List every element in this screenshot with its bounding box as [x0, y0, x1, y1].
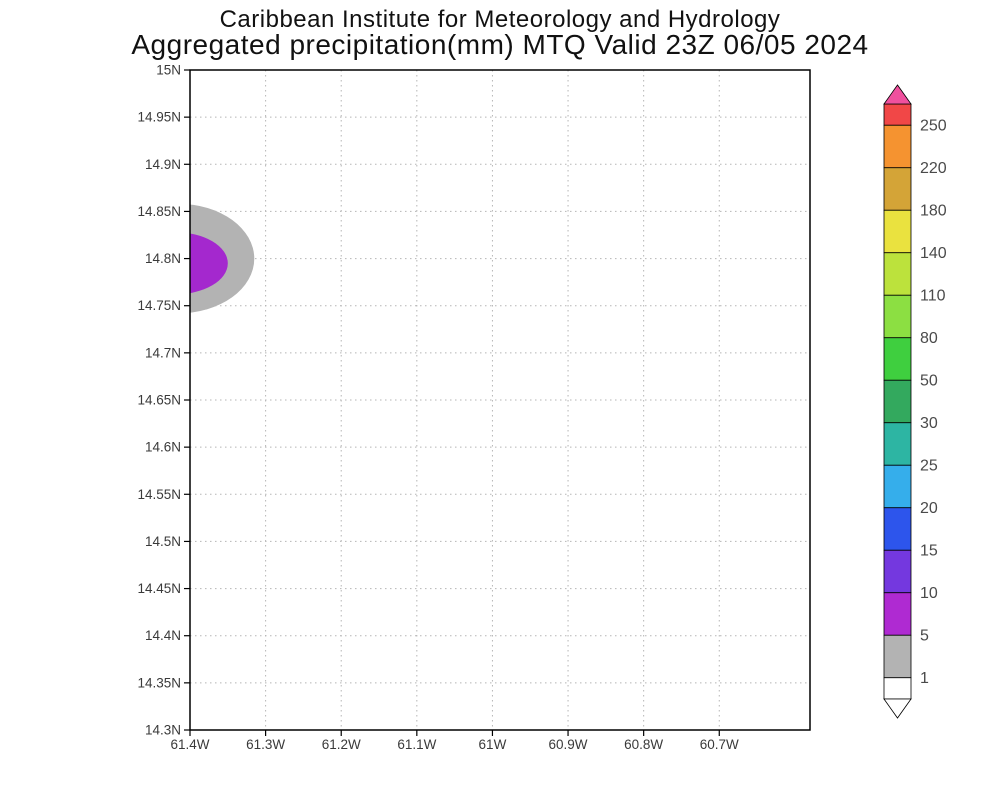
- colorbar: 250 220 180 140 110 80 50 30 25 20 15 10 5 1: [883, 84, 947, 719]
- axes: 15N 14.95N 14.9N 14.85N 14.8N 14.75N 14.7N 14.6…: [137, 63, 739, 753]
- y-tick-label: 14.65N: [137, 393, 181, 408]
- colorbar-segment: [883, 549, 912, 594]
- x-tick-label: 61.1W: [397, 737, 436, 752]
- colorbar-segment: [883, 592, 912, 636]
- y-tick-label: 14.7N: [145, 345, 181, 360]
- x-tick-label: 60.8W: [624, 737, 663, 752]
- colorbar-segment: [883, 209, 912, 254]
- colorbar-label: 25: [920, 457, 938, 474]
- colorbar-segment: [883, 634, 912, 679]
- y-tick-label: 14.6N: [145, 440, 181, 455]
- colorbar-label: 10: [920, 585, 938, 602]
- y-tick-label: 14.4N: [145, 628, 181, 643]
- chart-title-institution: Caribbean Institute for Meteorology and …: [219, 6, 781, 33]
- x-tick-label: 60.9W: [549, 737, 588, 752]
- y-tick-label: 14.8N: [145, 251, 181, 266]
- chart-title-main: Aggregated precipitation(mm) MTQ Valid 2…: [131, 29, 869, 60]
- colorbar-segment: [883, 124, 912, 169]
- x-tick-label: 61.2W: [322, 737, 361, 752]
- colorbar-label: 110: [920, 287, 946, 304]
- y-tick-label: 14.5N: [145, 534, 181, 549]
- colorbar-label: 50: [920, 372, 938, 389]
- colorbar-label: 5: [920, 627, 929, 644]
- colorbar-label: 250: [920, 117, 947, 134]
- x-tick-label: 61W: [479, 737, 507, 752]
- colorbar-label: 140: [920, 245, 947, 262]
- y-tick-label: 14.55N: [137, 487, 181, 502]
- y-tick-label: 14.75N: [137, 298, 181, 313]
- y-tick-label: 14.35N: [137, 675, 181, 690]
- y-tick-label: 14.95N: [137, 110, 181, 125]
- precipitation-contours: [190, 204, 255, 313]
- y-tick-label: 14.3N: [145, 723, 181, 738]
- colorbar-segment: [883, 167, 912, 211]
- colorbar-label: 15: [920, 542, 938, 559]
- colorbar-segment: [883, 464, 912, 509]
- y-tick-label: 14.85N: [137, 204, 181, 219]
- colorbar-label: 180: [920, 202, 947, 219]
- colorbar-bottom-arrow: [883, 698, 912, 719]
- colorbar-label: 30: [920, 415, 938, 432]
- colorbar-segment: [883, 379, 912, 424]
- colorbar-label: 1: [920, 670, 929, 687]
- grid-lines: [190, 70, 810, 730]
- colorbar-segment: [883, 507, 912, 551]
- colorbar-label: 220: [920, 160, 947, 177]
- x-tick-label: 61.4W: [170, 737, 209, 752]
- colorbar-segment: [883, 252, 912, 296]
- colorbar-label: 20: [920, 500, 938, 517]
- x-tick-label: 60.7W: [700, 737, 739, 752]
- precip-contour-5-10mm: [190, 233, 228, 294]
- colorbar-label: 80: [920, 330, 938, 347]
- y-tick-label: 14.45N: [137, 581, 181, 596]
- colorbar-segment: [883, 294, 912, 339]
- y-tick-label: 15N: [156, 63, 181, 78]
- colorbar-segment: [883, 422, 912, 466]
- colorbar-segment: [883, 677, 912, 700]
- colorbar-top-arrow: [883, 84, 912, 105]
- x-tick-label: 61.3W: [246, 737, 285, 752]
- colorbar-segment: [883, 103, 912, 126]
- colorbar-segment: [883, 337, 912, 381]
- y-tick-label: 14.9N: [145, 157, 181, 172]
